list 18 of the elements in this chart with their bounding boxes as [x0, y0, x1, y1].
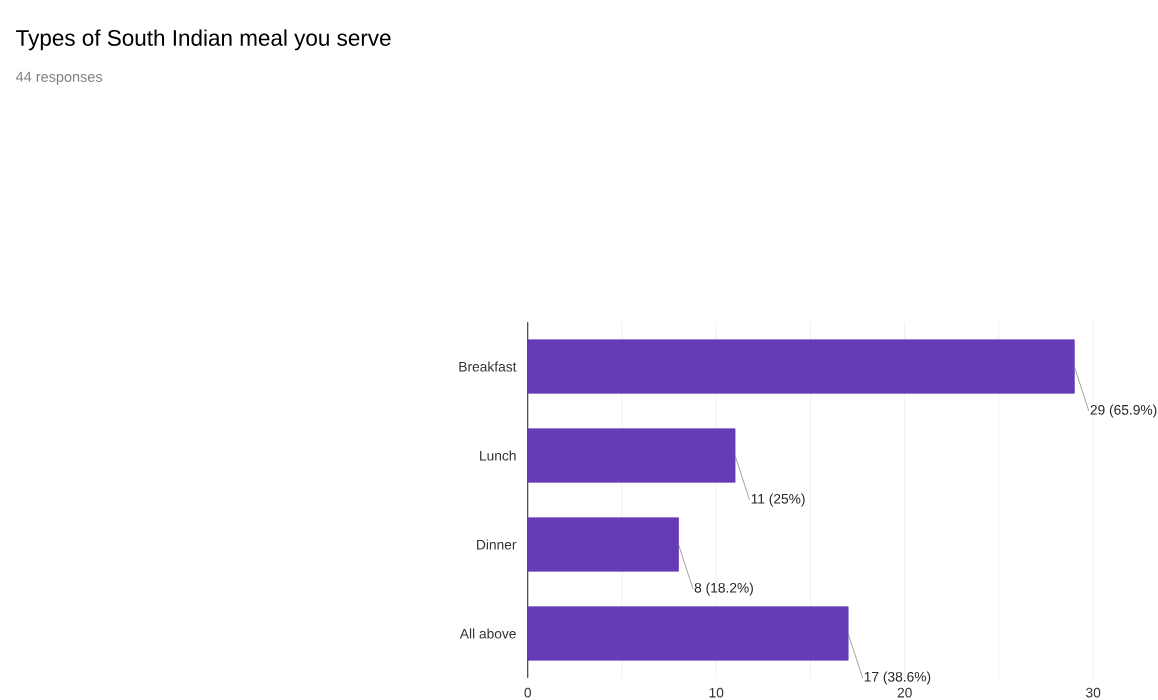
x-tick-label: 30 [1086, 687, 1101, 698]
bar [527, 517, 679, 572]
data-label: 29 (65.9%) [1090, 404, 1157, 418]
data-label: 11 (25%) [751, 493, 805, 507]
data-label: 8 (18.2%) [694, 582, 753, 596]
x-tick-label: 0 [524, 687, 532, 698]
data-label: 17 (38.6%) [864, 671, 931, 685]
y-tick-label: Dinner [477, 539, 517, 550]
y-tick-label: All above [459, 628, 516, 639]
bar [527, 428, 736, 483]
bar [527, 606, 849, 661]
x-tick-label: 10 [709, 687, 724, 698]
x-tick-label: 20 [897, 687, 912, 698]
text: Types of South Indian meal you serve [16, 29, 391, 51]
text: 44 responses [15, 71, 103, 85]
bar [527, 339, 1075, 394]
y-tick-label: Breakfast [459, 361, 517, 372]
y-tick-label: Lunch [480, 450, 516, 461]
